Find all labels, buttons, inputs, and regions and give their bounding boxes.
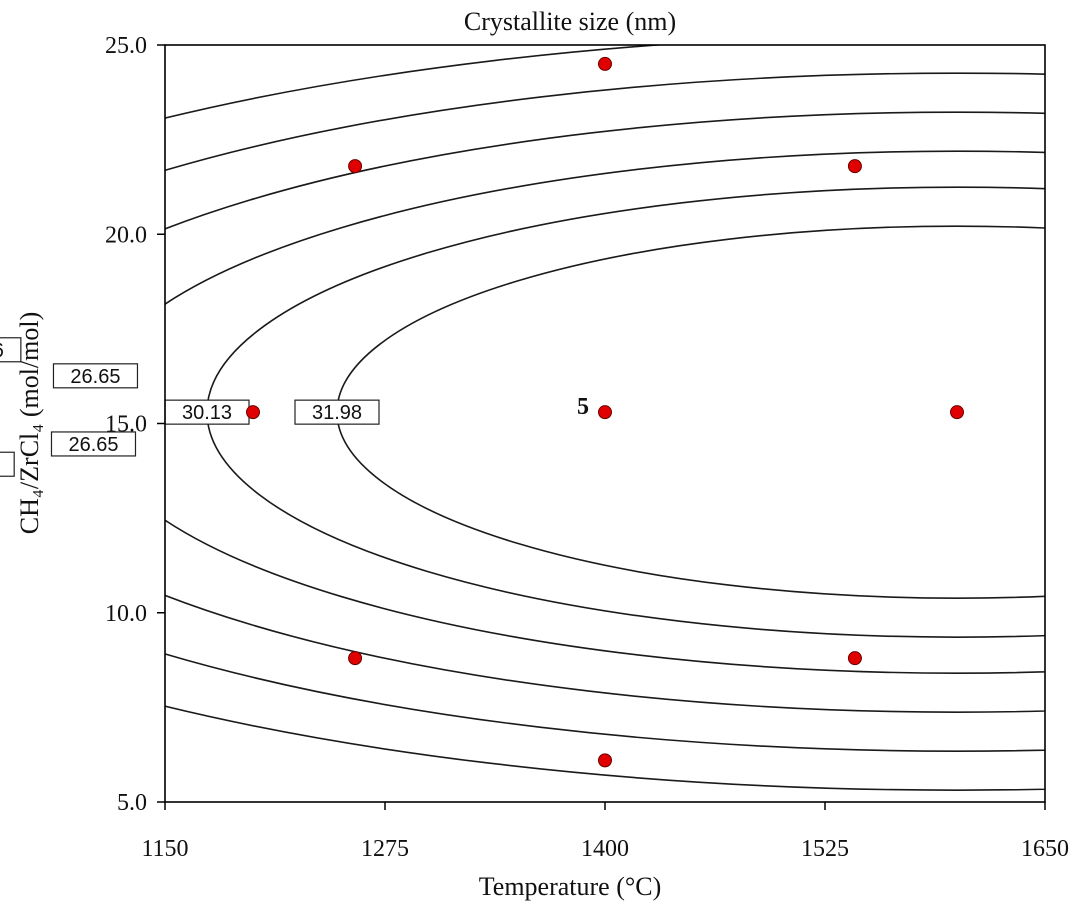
y-tick-label-0: 5.0 xyxy=(117,790,147,816)
contour-label-box xyxy=(0,451,15,477)
contour-label-text: 26.65 xyxy=(68,434,118,456)
contour-label-5: 31.98 xyxy=(294,399,380,425)
contour-label-2: 23.16 xyxy=(0,451,15,477)
design-points: 5 xyxy=(246,56,964,768)
y-axis: 5.0 10.0 15.0 20.0 25.0 xyxy=(105,33,165,816)
contour-lines xyxy=(165,45,1045,791)
contour-label-box xyxy=(0,337,22,363)
design-point-2 xyxy=(847,159,862,174)
y-tick-label-4: 25.0 xyxy=(105,33,147,59)
contour-label-4: 30.13 xyxy=(164,399,250,425)
x-tick-label-0: 1150 xyxy=(141,836,188,862)
design-point-6 xyxy=(348,651,363,666)
contour-label-text: 23.16 xyxy=(0,340,4,362)
contour-label-text: 26.65 xyxy=(70,366,120,388)
design-point-4 xyxy=(598,405,612,420)
contour-line-0 xyxy=(336,225,1045,599)
contour-line-5 xyxy=(165,45,1045,791)
x-axis-title: Temperature (°C) xyxy=(479,872,662,901)
contour-label-box xyxy=(294,399,380,425)
design-point-0 xyxy=(598,56,612,71)
y-tick-label-1: 10.0 xyxy=(105,601,147,627)
design-point-7 xyxy=(847,651,862,666)
design-point-1 xyxy=(348,159,363,174)
contour-label-text: 30.13 xyxy=(182,402,232,424)
y-tick-label-3: 20.0 xyxy=(105,222,147,248)
y-tick-label-2: 15.0 xyxy=(105,412,147,438)
design-point-count: 5 xyxy=(577,394,589,420)
contour-label-text: 31.98 xyxy=(312,402,362,424)
y-axis-title: CH₄/ZrCl₄ (mol/mol) xyxy=(15,312,44,535)
design-point-5 xyxy=(950,405,964,420)
design-point-3 xyxy=(246,405,260,420)
chart-title: Crystallite size (nm) xyxy=(464,7,676,36)
x-axis: 1150 1275 1400 1525 1650 xyxy=(141,802,1069,862)
contour-label-7: 23.16 xyxy=(0,337,22,363)
contour-label-box xyxy=(52,363,139,389)
contour-line-3 xyxy=(165,111,1045,713)
contour-label-6: 26.65 xyxy=(52,363,139,389)
x-tick-label-1: 1275 xyxy=(361,836,409,862)
x-tick-label-4: 1650 xyxy=(1021,836,1069,862)
contour-line-4 xyxy=(165,72,1045,752)
contour-label-3: 26.65 xyxy=(50,431,137,457)
x-tick-label-2: 1400 xyxy=(581,836,629,862)
contour-label-box xyxy=(50,431,137,457)
x-tick-label-3: 1525 xyxy=(801,836,849,862)
contour-line-2 xyxy=(165,150,1045,674)
design-point-8 xyxy=(598,753,612,768)
